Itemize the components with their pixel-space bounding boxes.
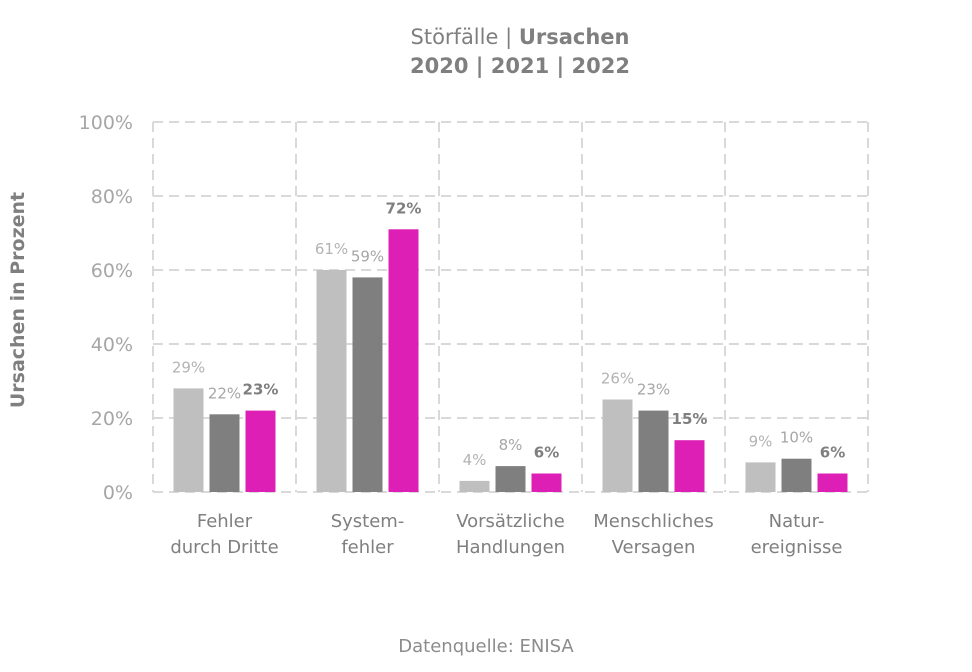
bar-2020: [173, 388, 204, 492]
data-label-2022: 15%: [672, 410, 708, 428]
data-label-2022: 23%: [243, 381, 279, 399]
y-axis-label: Ursachen in Prozent: [7, 192, 29, 408]
category-label: Menschliches Versagen: [593, 511, 713, 558]
data-label-2020: 29%: [172, 358, 205, 376]
data-labels: 29%22% 23%61% 59%72%4%8% 6%26%23%15%9% 10%6%: [172, 199, 845, 469]
data-label-2021: 8%: [499, 436, 523, 454]
bar-2021: [352, 277, 383, 492]
bar-2022: [817, 473, 848, 492]
category-labels: Fehler durch Dritte System-fehler Vorsätzli…: [170, 511, 842, 558]
data-label-2020: 26%: [601, 370, 634, 388]
data-label-2021: 10%: [780, 429, 813, 447]
y-tick-label: 60%: [91, 260, 133, 282]
bar-2020: [602, 399, 633, 492]
bar-2022: [245, 410, 276, 492]
bar-2020: [316, 270, 347, 492]
data-label-2021: 22%: [208, 384, 241, 402]
y-tick-label: 20%: [91, 408, 133, 430]
source-note: Datenquelle: ENISA: [398, 636, 574, 657]
y-tick-label: 0%: [103, 482, 133, 504]
data-label-2021: 59%: [351, 247, 384, 265]
bar-2021: [638, 410, 669, 492]
data-label-2022: 6%: [534, 444, 559, 462]
y-tick-label: 100%: [79, 112, 133, 134]
chart-subtitle: 2020 | 2021 | 2022: [410, 54, 630, 79]
data-label-2022: 6%: [820, 444, 845, 462]
data-label-2020: 4%: [463, 451, 487, 469]
bars: [173, 229, 848, 493]
y-axis-ticks: 0% 20% 40% 60% 80% 100%: [79, 112, 133, 504]
data-label-2020: 61%: [315, 240, 348, 258]
data-label-2021: 23%: [637, 381, 670, 399]
data-label-2022: 72%: [386, 199, 422, 217]
chart-title: Störfälle | Ursachen: [411, 25, 630, 50]
bar-2022: [388, 229, 419, 493]
bar-2021: [495, 466, 526, 492]
bar-2020: [459, 480, 490, 492]
bar-2020: [745, 462, 776, 492]
category-label: Fehler durch Dritte: [170, 511, 278, 558]
bar-2021: [209, 414, 240, 492]
y-tick-label: 80%: [91, 186, 133, 208]
y-tick-label: 40%: [91, 334, 133, 356]
category-label: Natur-ereignisse: [751, 511, 843, 558]
category-label: System-fehler: [331, 511, 405, 558]
data-label-2020: 9%: [749, 432, 773, 450]
bar-2021: [781, 458, 812, 492]
bar-2022: [674, 440, 705, 492]
category-label: Vorsätzliche Handlungen: [456, 511, 565, 558]
bar-2022: [531, 473, 562, 492]
